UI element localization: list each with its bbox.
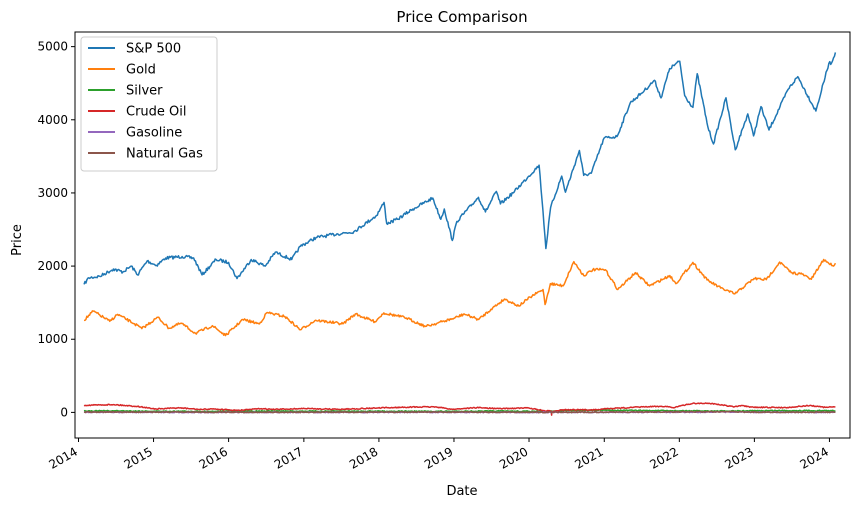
y-tick-label: 3000 [37, 186, 68, 200]
y-tick-label: 5000 [37, 40, 68, 54]
series-layer [83, 52, 837, 416]
y-tick-label: 2000 [37, 259, 68, 273]
plot-border [74, 31, 851, 439]
series-line-3 [83, 402, 836, 416]
legend-label: Crude Oil [126, 105, 187, 120]
y-tick-label: 1000 [37, 332, 68, 346]
legend-box [80, 36, 218, 172]
series-line-5 [83, 410, 836, 414]
legend: S&P 500 Gold Silver Crude Oil Gasoline Natura… [80, 36, 218, 172]
legend-label: S&P 500 [126, 42, 181, 57]
chart-title: Price Comparison [396, 8, 527, 26]
y-tick-label: 0 [60, 405, 68, 419]
y-tick-label: 4000 [37, 113, 68, 127]
legend-label: Silver [126, 84, 163, 99]
legend-label: Gold [126, 63, 156, 78]
y-axis-label: Price [10, 224, 25, 256]
series-line-0 [83, 52, 837, 285]
x-axis-label: Date [446, 484, 477, 499]
series-line-1 [83, 258, 837, 337]
legend-label: Natural Gas [126, 147, 203, 162]
legend-label: Gasoline [126, 126, 182, 141]
